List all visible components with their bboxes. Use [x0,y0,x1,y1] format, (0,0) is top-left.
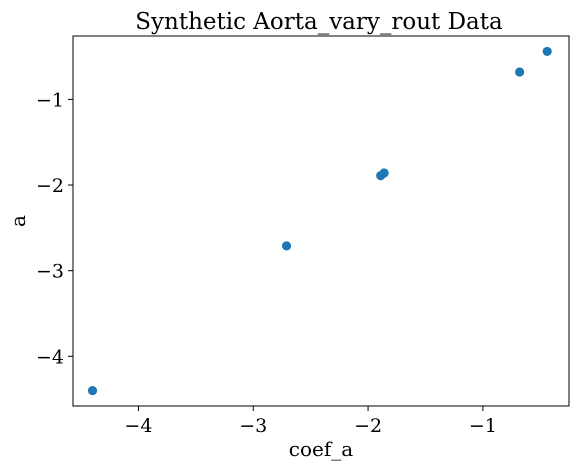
data-point-2 [281,241,292,251]
x-tick-label: −3 [239,415,267,437]
y-tick-label: −4 [36,346,64,368]
data-point-5 [515,67,525,77]
y-tick-label: −2 [36,175,64,197]
data-point-4 [379,168,389,178]
chart-title: Synthetic Aorta_vary_rout Data [135,9,503,35]
x-tick-label: −1 [469,415,497,437]
x-axis-label: coef_a [289,437,353,461]
data-points [87,46,552,396]
data-point-1 [87,385,98,396]
data-point-6 [542,46,552,57]
y-tick-label: −1 [36,89,64,111]
y-tick-label: −3 [36,261,64,283]
x-axis-ticks: −4 −3 −2 −1 [124,406,497,437]
y-axis-label: a [6,215,30,227]
x-tick-label: −4 [124,415,152,437]
x-tick-label: −2 [354,415,382,437]
plot-frame [72,35,570,407]
y-axis-ticks: −4 −3 −2 −1 [36,89,73,368]
